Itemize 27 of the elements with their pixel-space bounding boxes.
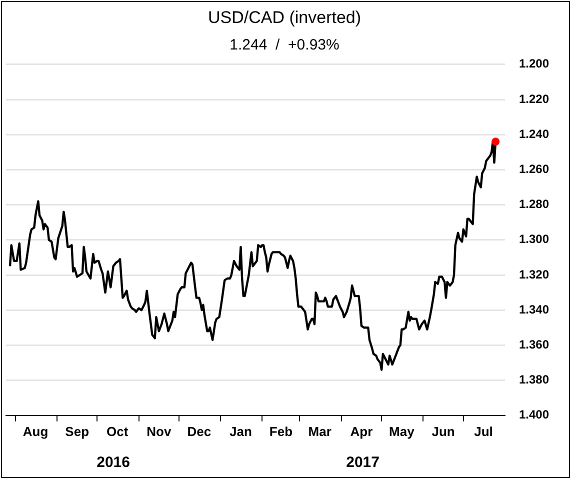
x-tick-label: Jul [474, 424, 493, 439]
text: 2017 [346, 454, 380, 472]
y-tick-label: 1.220 [518, 92, 550, 106]
y-tick-label: 1.340 [518, 302, 550, 316]
chart-subtitle: 1.244 / +0.93% [230, 36, 340, 54]
x-tick-label: Jun [432, 424, 455, 439]
x-tick-label: Jan [230, 424, 252, 439]
x-tick-label: Nov [146, 424, 172, 439]
text: 2016 [96, 454, 130, 472]
y-tick-label: 1.260 [518, 162, 550, 176]
y-tick-label: 1.360 [518, 338, 550, 352]
x-tick-label: Apr [350, 424, 373, 439]
x-tick-label: Aug [22, 424, 48, 439]
x-tick-label: Mar [308, 424, 332, 439]
y-tick-label: 1.400 [518, 408, 550, 422]
x-tick-label: Feb [269, 424, 293, 439]
y-tick-label: 1.280 [518, 197, 550, 212]
x-tick-label: Sep [65, 424, 90, 439]
x-tick-label: Oct [106, 424, 129, 439]
y-tick-label: 1.200 [518, 56, 550, 71]
y-tick-label: 1.300 [518, 232, 550, 246]
y-tick-label: 1.380 [518, 372, 550, 387]
y-tick-label: 1.240 [518, 126, 550, 141]
y-tick-label: 1.320 [518, 267, 550, 282]
x-tick-label: May [389, 424, 416, 439]
x-tick-label: Dec [187, 424, 212, 439]
chart-title: USD/CAD (inverted) [208, 8, 362, 27]
